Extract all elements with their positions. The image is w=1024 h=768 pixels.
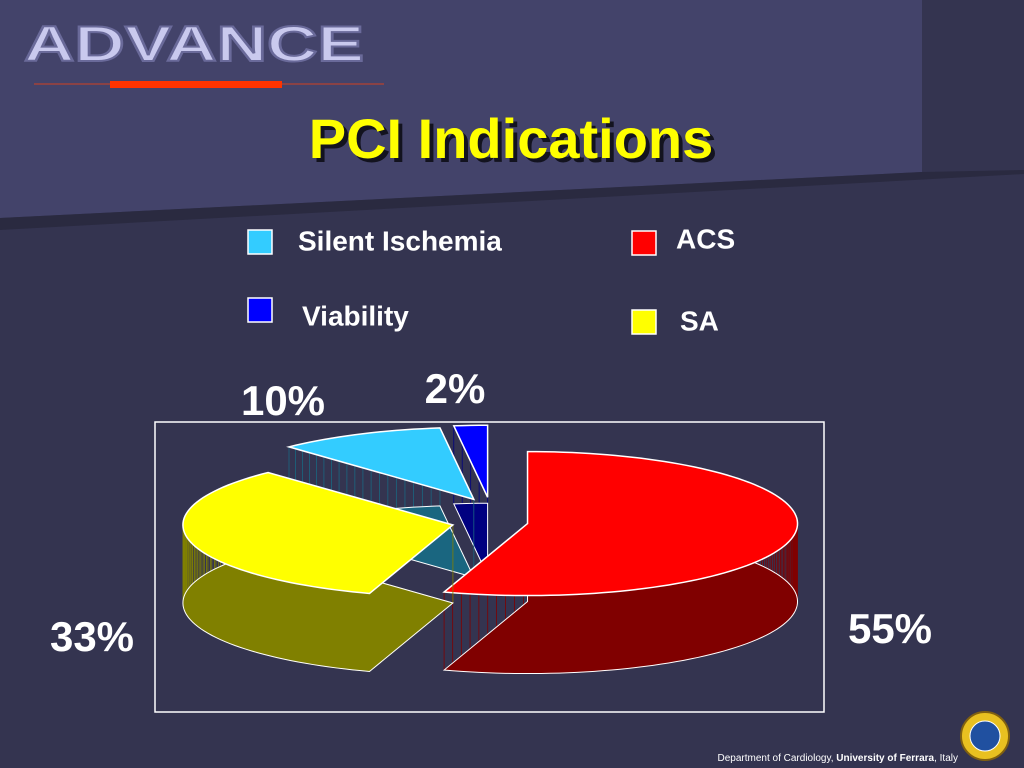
legend-label: ACS: [676, 223, 735, 254]
legend-swatch: [631, 230, 657, 256]
data-label: 2%: [425, 365, 486, 412]
header-panel: [0, 0, 922, 218]
logo-bar: [110, 81, 282, 88]
legend-label: Silent Ischemia: [298, 225, 502, 256]
slice: [442, 450, 799, 597]
footer-part: Department of Cardiology,: [718, 753, 837, 764]
pie: [182, 424, 799, 675]
header-shadow: [0, 170, 1024, 230]
data-label: 10%: [241, 377, 325, 424]
slice-bottom-edge: [182, 549, 454, 672]
legend-swatch: [247, 297, 273, 323]
legend-label: SA: [680, 305, 719, 336]
legend-swatch: [247, 229, 273, 255]
footer-part: University of Ferrara: [836, 753, 934, 764]
footer: Department of Cardiology, University of …: [718, 753, 959, 764]
slice: [286, 427, 476, 501]
legend-label: Viability: [302, 300, 409, 331]
logo: ADVANCE: [24, 16, 364, 72]
chart-title: PCI Indications: [309, 107, 714, 170]
plot-frame: [154, 421, 825, 713]
data-label: 33%: [50, 613, 134, 660]
slice: [182, 471, 455, 595]
data-label: 55%: [848, 605, 932, 652]
slice: [452, 424, 489, 498]
emblem-shield: [969, 720, 1001, 752]
legend-swatch: [631, 309, 657, 335]
title-shadow: PCI Indications: [313, 111, 718, 174]
slice-bottom-edge: [452, 502, 489, 576]
footer-part: , Italy: [934, 753, 958, 764]
